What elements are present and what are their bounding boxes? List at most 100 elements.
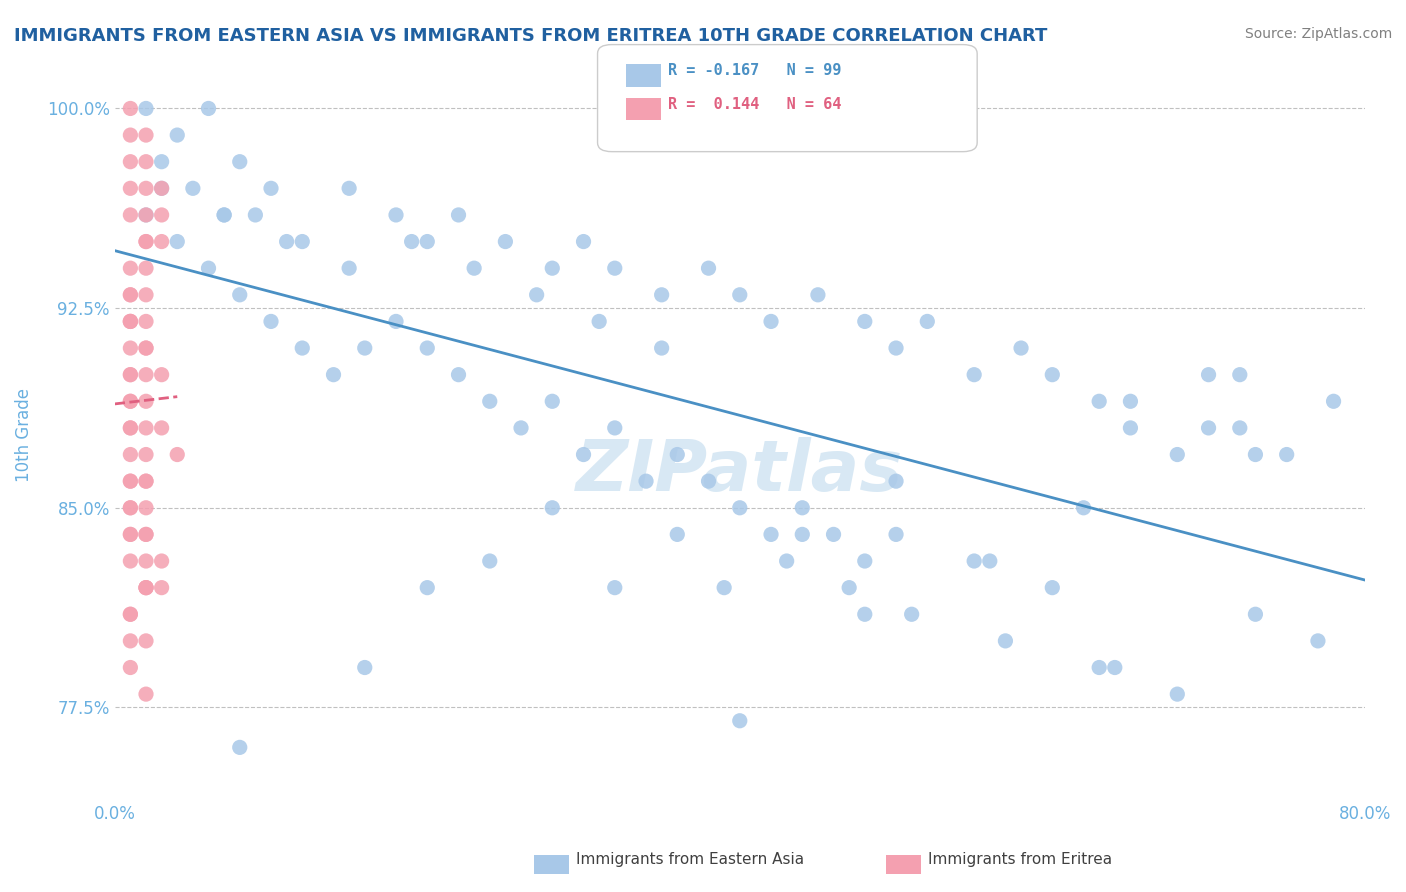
- Point: [120, 500, 142, 515]
- Point: [150, 421, 173, 435]
- Point: [135, 527, 157, 541]
- Point: [135, 687, 157, 701]
- Point: [135, 368, 157, 382]
- Point: [603, 261, 626, 276]
- Point: [447, 368, 470, 382]
- Point: [120, 128, 142, 142]
- Point: [385, 314, 408, 328]
- Point: [229, 740, 252, 755]
- Point: [1229, 368, 1251, 382]
- Point: [291, 341, 314, 355]
- Point: [353, 660, 375, 674]
- Text: IMMIGRANTS FROM EASTERN ASIA VS IMMIGRANTS FROM ERITREA 10TH GRADE CORRELATION C: IMMIGRANTS FROM EASTERN ASIA VS IMMIGRAN…: [14, 27, 1047, 45]
- Point: [135, 448, 157, 462]
- Point: [1104, 660, 1126, 674]
- Point: [120, 368, 142, 382]
- Point: [135, 208, 157, 222]
- Point: [401, 235, 423, 249]
- Point: [416, 581, 439, 595]
- Point: [1088, 394, 1111, 409]
- Point: [884, 527, 907, 541]
- Point: [120, 394, 142, 409]
- Point: [291, 235, 314, 249]
- Point: [1244, 448, 1267, 462]
- Point: [900, 607, 922, 622]
- Point: [150, 208, 173, 222]
- Point: [135, 421, 157, 435]
- Point: [135, 261, 157, 276]
- Point: [276, 235, 298, 249]
- Point: [853, 554, 876, 568]
- Point: [728, 714, 751, 728]
- Point: [120, 554, 142, 568]
- Point: [792, 527, 814, 541]
- Point: [120, 181, 142, 195]
- Point: [120, 660, 142, 674]
- Point: [120, 394, 142, 409]
- Point: [120, 448, 142, 462]
- Point: [135, 474, 157, 488]
- Point: [150, 554, 173, 568]
- Point: [120, 287, 142, 301]
- Point: [541, 500, 564, 515]
- Point: [416, 235, 439, 249]
- Point: [1166, 687, 1188, 701]
- Point: [526, 287, 548, 301]
- Point: [120, 474, 142, 488]
- Point: [1229, 421, 1251, 435]
- Point: [634, 474, 657, 488]
- Point: [197, 261, 219, 276]
- Point: [166, 235, 188, 249]
- Point: [853, 607, 876, 622]
- Point: [963, 368, 986, 382]
- Point: [994, 633, 1017, 648]
- Point: [197, 102, 219, 116]
- Point: [776, 554, 799, 568]
- Point: [603, 581, 626, 595]
- Point: [212, 208, 235, 222]
- Point: [385, 208, 408, 222]
- Point: [120, 154, 142, 169]
- Point: [135, 394, 157, 409]
- Point: [353, 341, 375, 355]
- Point: [135, 581, 157, 595]
- Point: [1166, 448, 1188, 462]
- Point: [260, 314, 283, 328]
- Point: [120, 421, 142, 435]
- Point: [541, 261, 564, 276]
- Point: [728, 500, 751, 515]
- Point: [666, 527, 689, 541]
- Point: [979, 554, 1001, 568]
- Point: [135, 208, 157, 222]
- Y-axis label: 10th Grade: 10th Grade: [15, 387, 32, 482]
- Point: [135, 235, 157, 249]
- Point: [416, 341, 439, 355]
- Point: [135, 102, 157, 116]
- Point: [510, 421, 533, 435]
- Point: [1040, 581, 1063, 595]
- Point: [120, 341, 142, 355]
- Point: [666, 448, 689, 462]
- Point: [120, 261, 142, 276]
- Point: [120, 607, 142, 622]
- Point: [447, 208, 470, 222]
- Point: [759, 527, 782, 541]
- Point: [651, 287, 673, 301]
- Point: [853, 314, 876, 328]
- Point: [135, 581, 157, 595]
- Point: [572, 235, 595, 249]
- Point: [212, 208, 235, 222]
- Point: [120, 368, 142, 382]
- Point: [322, 368, 344, 382]
- Point: [260, 181, 283, 195]
- Point: [120, 607, 142, 622]
- Point: [135, 235, 157, 249]
- Text: ZIPatlas: ZIPatlas: [576, 437, 904, 506]
- Point: [181, 181, 204, 195]
- Point: [120, 102, 142, 116]
- Point: [963, 554, 986, 568]
- Point: [166, 128, 188, 142]
- Point: [229, 287, 252, 301]
- Point: [1322, 394, 1344, 409]
- Point: [135, 474, 157, 488]
